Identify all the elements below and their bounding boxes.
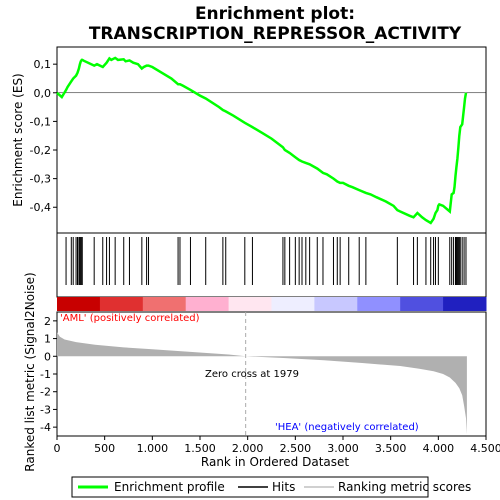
colorbar-segment <box>57 297 101 311</box>
colorbar-segment <box>443 297 487 311</box>
zero-cross-label: Zero cross at 1979 <box>205 369 299 380</box>
es-y-axis-label: Enrichment score (ES) <box>11 73 25 206</box>
metric-panel: 2 1 0 -1 -2 -3 -4 'AML' (positively correlated… <box>23 272 487 472</box>
x-tick-label: 1.500 <box>184 442 216 455</box>
legend-label-enrichment: Enrichment profile <box>114 480 225 494</box>
metric-panel-frame <box>56 311 487 437</box>
colorbar-segment <box>142 297 187 311</box>
enrichment-profile-line <box>56 56 468 225</box>
es-y-tick-label: 0,1 <box>34 58 52 71</box>
es-y-tick-label: -0,3 <box>30 173 51 186</box>
x-tick-label: 1.000 <box>137 442 169 455</box>
metric-y-tick-label: 0 <box>44 350 51 363</box>
x-tick-label: 500 <box>94 442 115 455</box>
colorbar-segment <box>357 297 401 311</box>
es-y-ticks: 0,1 0,0 -0,1 -0,2 -0,3 -0,4 <box>30 58 57 214</box>
x-tick-label: 2.500 <box>280 442 312 455</box>
x-tick-label: 4.000 <box>423 442 455 455</box>
es-y-tick-label: -0,4 <box>30 201 51 214</box>
hit-markers <box>65 237 467 285</box>
es-y-tick-label: 0,0 <box>34 87 52 100</box>
hits-panel <box>56 232 487 298</box>
chart-title-line2: TRANSCRIPTION_REPRESSOR_ACTIVITY <box>89 24 462 44</box>
x-tick-label: 3.000 <box>327 442 359 455</box>
metric-y-tick-label: -1 <box>40 368 51 381</box>
es-panel: 0,1 0,0 -0,1 -0,2 -0,3 -0,4 Enrichment score … <box>11 46 487 234</box>
legend: Enrichment profile Hits Ranking metric s… <box>71 476 471 498</box>
x-axis-label: Rank in Ordered Dataset <box>201 455 349 469</box>
metric-y-tick-label: -2 <box>40 386 51 399</box>
metric-y-ticks: 2 1 0 -1 -2 -3 -4 <box>40 315 57 434</box>
metric-y-tick-label: 2 <box>44 315 51 328</box>
positive-correlation-label: 'AML' (positively correlated) <box>60 313 200 324</box>
metric-y-tick-label: -3 <box>40 403 51 416</box>
chart-title-line1: Enrichment plot: <box>195 4 355 24</box>
colorbar-segment <box>185 297 230 311</box>
colorbar-segment <box>314 297 358 311</box>
negative-correlation-label: 'HEA' (negatively correlated) <box>275 422 419 433</box>
colorbar-segment <box>99 297 144 311</box>
x-tick-label: 0 <box>54 442 61 455</box>
es-y-tick-label: -0,1 <box>30 115 51 128</box>
legend-label-metric: Ranking metric scores <box>338 480 471 494</box>
legend-label-hits: Hits <box>272 480 295 494</box>
metric-y-tick-label: -4 <box>40 421 51 434</box>
metric-y-tick-label: 1 <box>44 333 51 346</box>
x-tick-label: 2.000 <box>232 442 264 455</box>
rank-colorbar <box>57 297 487 311</box>
hits-panel-frame <box>56 232 487 298</box>
x-tick-label: 4.500 <box>470 442 500 455</box>
metric-y-axis-label: Ranked list metric (Signal2Noise) <box>23 272 37 471</box>
es-y-tick-label: -0,2 <box>30 144 51 157</box>
colorbar-segment <box>271 297 315 311</box>
colorbar-segment <box>228 297 272 311</box>
x-axis-ticks: 0 500 1.000 1.500 2.000 2.500 3.000 3.500 4.000 4… <box>54 436 500 455</box>
colorbar-segment <box>400 297 444 311</box>
x-tick-label: 3.500 <box>375 442 407 455</box>
ranking-metric-area <box>57 332 467 435</box>
